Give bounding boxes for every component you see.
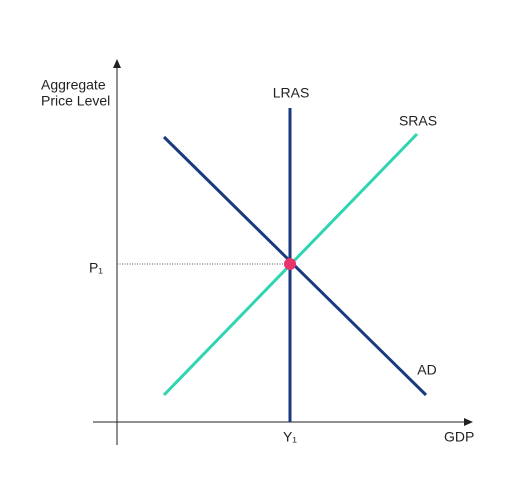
equilibrium-point [284, 258, 296, 270]
y-axis-label: Price Level [41, 93, 110, 109]
x-axis-label: GDP [444, 429, 474, 445]
price-label: P₁ [89, 260, 103, 276]
lras-label: LRAS [273, 85, 310, 101]
sras-label: SRAS [399, 113, 437, 129]
output-label: Y₁ [283, 429, 297, 445]
y-axis-label: Aggregate [41, 77, 106, 93]
ad-label: AD [417, 362, 436, 378]
